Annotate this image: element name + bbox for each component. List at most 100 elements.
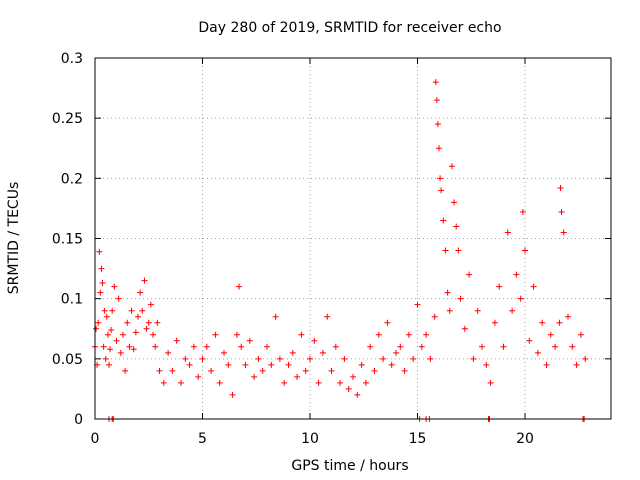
data-point [556, 319, 563, 326]
data-point [345, 385, 352, 392]
data-point [268, 361, 275, 368]
y-tick-label: 0 [74, 412, 83, 428]
data-point [491, 319, 498, 326]
data-point [115, 295, 122, 302]
y-axis-label: SRMTID / TECUs [6, 182, 22, 295]
data-point [315, 379, 322, 386]
data-point [98, 265, 105, 272]
data-point [414, 301, 421, 308]
data-point [154, 319, 161, 326]
data-point [233, 331, 240, 338]
data-point [216, 379, 223, 386]
data-point [440, 217, 447, 224]
data-point [145, 319, 152, 326]
data-point [160, 379, 167, 386]
data-point [434, 121, 441, 128]
data-point [427, 355, 434, 362]
data-point [436, 145, 442, 152]
data-point [255, 355, 262, 362]
data-point [143, 325, 150, 332]
data-point [276, 355, 283, 362]
x-tick-label: 10 [301, 431, 319, 447]
x-axis-label: GPS time / hours [291, 458, 408, 474]
data-point [186, 361, 193, 368]
data-point [423, 331, 430, 338]
data-point [302, 367, 309, 374]
data-point [397, 343, 404, 350]
data-point [367, 343, 374, 350]
data-point [479, 343, 485, 350]
data-point [156, 367, 163, 374]
data-point [298, 331, 305, 338]
y-tick-label: 0.15 [52, 232, 83, 248]
data-point [190, 343, 197, 350]
data-point [150, 331, 157, 338]
data-point [229, 391, 236, 398]
data-point [259, 367, 266, 374]
data-point [380, 355, 387, 362]
data-point [328, 367, 335, 374]
data-point [307, 355, 313, 362]
data-point [100, 343, 107, 350]
data-point [543, 361, 550, 368]
data-point [109, 307, 116, 314]
data-point [444, 289, 451, 296]
data-point [341, 355, 348, 362]
data-point [246, 337, 253, 344]
data-point [573, 361, 580, 368]
data-point [433, 97, 440, 104]
data-point [457, 295, 464, 302]
data-point [405, 331, 412, 338]
x-tick-label: 20 [516, 431, 534, 447]
y-tick-label: 0.1 [61, 292, 83, 308]
data-point [442, 247, 449, 254]
data-point [319, 349, 326, 356]
axis-tick-labels: 0 0.05 0.1 0.15 0.2 0.25 0.3 0 5 10 15 20 [52, 51, 534, 447]
data-point [242, 361, 249, 368]
data-point [124, 319, 131, 326]
data-point [470, 355, 477, 362]
data-point [466, 271, 473, 278]
data-point [557, 184, 564, 191]
data-point [113, 337, 120, 344]
data-point [438, 187, 445, 194]
data-point [289, 349, 296, 356]
data-point [332, 343, 339, 350]
data-point [354, 391, 361, 398]
data-point [221, 349, 227, 356]
x-tick-label: 5 [198, 431, 207, 447]
data-point [311, 337, 318, 344]
data-point [165, 349, 172, 356]
data-point [238, 343, 245, 350]
data-point [173, 337, 180, 344]
data-point [582, 355, 589, 362]
data-point [513, 271, 520, 278]
y-tick-label: 0.2 [61, 171, 83, 187]
data-point [375, 331, 382, 338]
data-point [431, 313, 438, 320]
data-point [104, 331, 111, 338]
data-point [103, 313, 110, 320]
data-point [95, 319, 102, 326]
x-tick-label: 0 [91, 431, 100, 447]
data-point [117, 349, 124, 356]
data-point [169, 367, 176, 374]
data-point [147, 301, 154, 308]
data-point [195, 373, 202, 380]
data-point [534, 349, 541, 356]
data-point [152, 343, 159, 350]
data-point [446, 307, 453, 314]
data-point [128, 307, 135, 314]
data-point [225, 361, 232, 368]
data-point [410, 355, 417, 362]
data-point [547, 331, 554, 338]
data-point [350, 373, 356, 380]
data-point [105, 361, 112, 368]
data-point [324, 313, 331, 320]
grid [95, 58, 611, 419]
axis-ticks [94, 57, 611, 420]
data-point [107, 346, 114, 353]
data-point [526, 337, 533, 344]
data-point [519, 209, 526, 216]
